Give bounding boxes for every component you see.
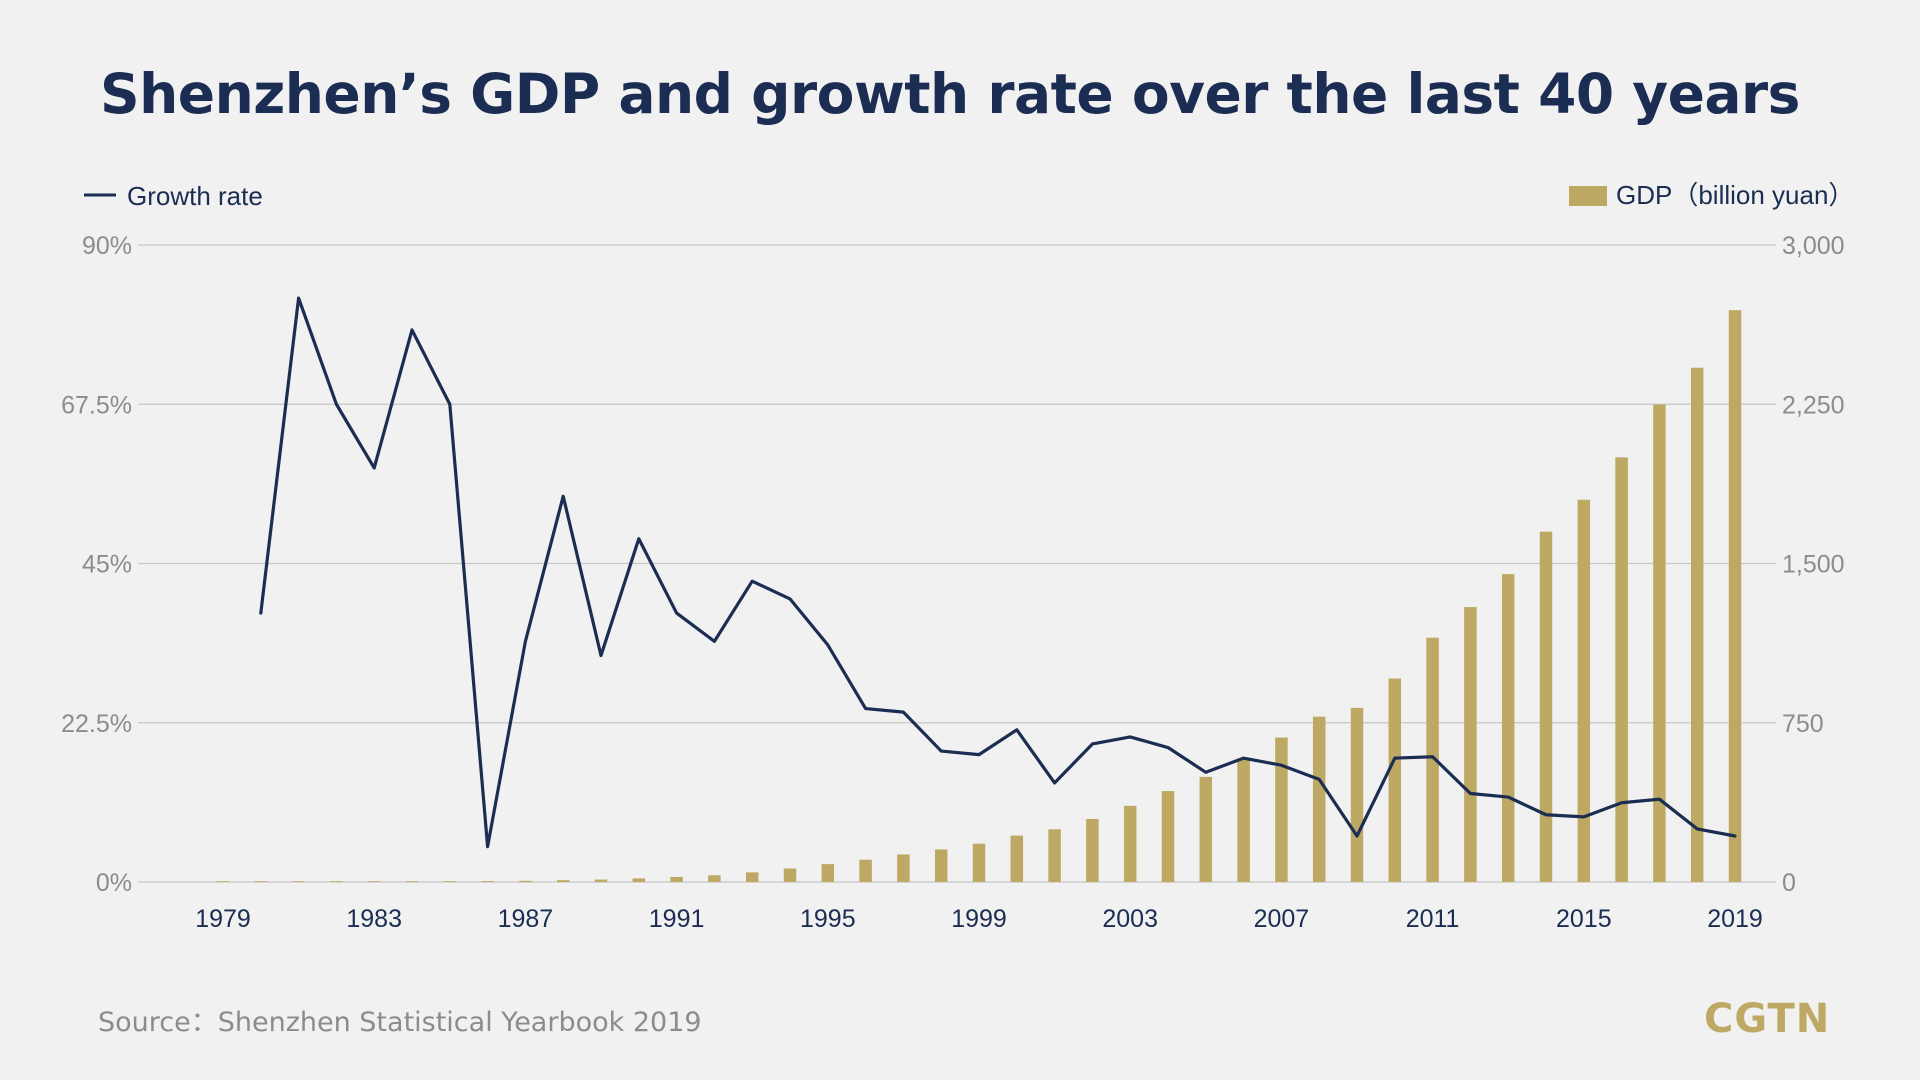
legend: Growth rate GDP（billion yuan） [84, 180, 1854, 211]
gdp-bar [367, 881, 381, 882]
gdp-bars [216, 310, 1742, 883]
x-tick-label: 2007 [1254, 905, 1310, 933]
y-right-tick-label: 2,250 [1782, 391, 1845, 419]
gdp-bar [897, 854, 910, 882]
y-right-tick-label: 3,000 [1782, 232, 1845, 260]
gdp-bar [1426, 637, 1439, 882]
x-tick-label: 2015 [1556, 905, 1612, 933]
gdp-bar [556, 880, 570, 882]
y-left-tick-label: 90% [82, 232, 132, 260]
gdp-bar [519, 880, 532, 882]
x-tick-label: 1999 [951, 905, 1007, 933]
gdp-bar [1615, 457, 1628, 882]
axes: 0% 0 22.5% 750 45% 1,500 67.5% 2,250 90% 3,000 197… [61, 232, 1844, 933]
gdp-bar [821, 864, 835, 882]
y-left-tick-label: 0% [96, 869, 132, 897]
gdp-bar [1501, 574, 1515, 882]
y-left-tick-label: 67.5% [61, 391, 132, 419]
gdp-bar [708, 875, 721, 882]
legend-gdp: GDP（billion yuan） [1616, 180, 1854, 210]
gdp-bar [632, 878, 646, 882]
legend-bar-swatch [1569, 186, 1607, 206]
gdp-bar [934, 849, 948, 882]
gdp-bar [254, 881, 268, 882]
gdp-bar [1539, 531, 1553, 882]
gdp-bar [1010, 835, 1024, 882]
gdp-bar [670, 876, 683, 882]
gdp-bar [1653, 404, 1666, 882]
gdp-bar [1048, 829, 1061, 882]
gdp-bar [1464, 607, 1477, 882]
gdp-bar [292, 881, 305, 882]
gdp-bar [1237, 758, 1250, 882]
gdp-bar [1350, 707, 1364, 882]
gdp-bar [1728, 310, 1742, 882]
gdp-bar [859, 859, 872, 882]
gdp-bar [443, 881, 457, 882]
x-tick-label: 1995 [800, 905, 856, 933]
gdp-bar [216, 881, 230, 882]
gdp-bar [783, 868, 797, 882]
x-tick-label: 1979 [195, 905, 251, 933]
gdp-bar [330, 881, 343, 882]
gdp-bar [405, 881, 419, 882]
gdp-bar [745, 872, 759, 882]
gdp-bar [1161, 791, 1175, 882]
gdp-bar [1275, 737, 1288, 882]
gdp-bar [1312, 716, 1326, 882]
gdp-bar [1388, 678, 1402, 882]
growth-rate-line [259, 296, 1737, 849]
source-note: Source：Shenzhen Statistical Yearbook 201… [98, 1007, 702, 1038]
gdp-bar [1123, 805, 1137, 882]
x-tick-label: 1983 [346, 905, 402, 933]
gdp-bar [1577, 499, 1591, 882]
x-tick-label: 1991 [649, 905, 705, 933]
y-right-tick-label: 0 [1782, 869, 1796, 897]
x-tick-label: 2019 [1707, 905, 1763, 933]
x-tick-label: 1987 [498, 905, 554, 933]
y-left-tick-label: 45% [82, 551, 132, 579]
x-tick-label: 2011 [1406, 905, 1460, 933]
gridlines [138, 244, 1776, 883]
y-left-tick-label: 22.5% [61, 710, 132, 738]
y-right-tick-label: 1,500 [1782, 551, 1845, 579]
x-tick-label: 2003 [1102, 905, 1158, 933]
gdp-bar [1199, 776, 1213, 882]
legend-growth-rate: Growth rate [127, 181, 263, 211]
gdp-bar [594, 879, 608, 882]
chart-title: Shenzhen’s GDP and growth rate over the … [100, 62, 1800, 126]
gdp-bar [1690, 367, 1704, 883]
growth-rate-line-group [259, 296, 1737, 849]
gdp-bar [1086, 818, 1099, 882]
gdp-bar [481, 881, 494, 882]
cgtn-logo: CGTN [1704, 996, 1831, 1042]
gdp-bar [972, 843, 986, 882]
y-right-tick-label: 750 [1782, 710, 1824, 738]
